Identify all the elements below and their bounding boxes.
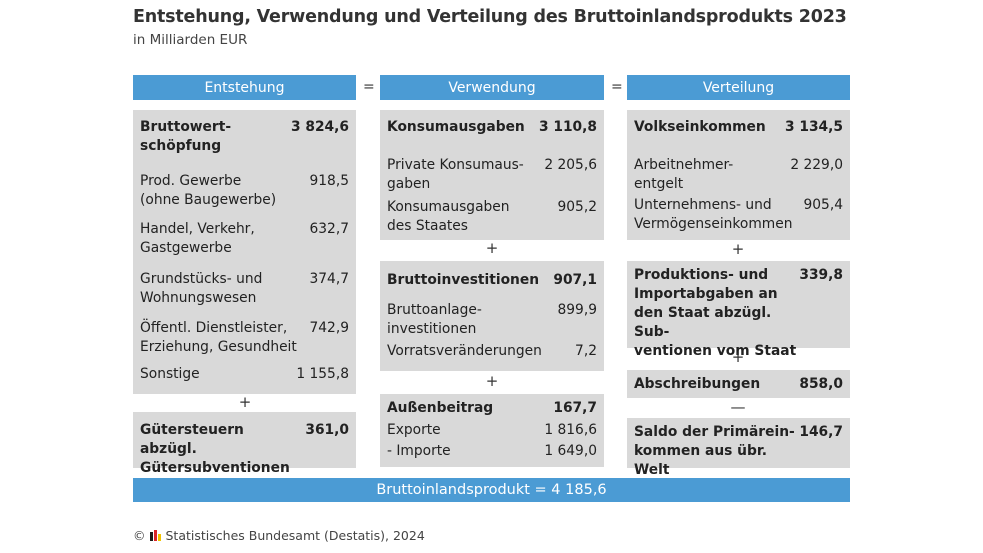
row-value: 899,9 <box>557 302 598 318</box>
footer: © Statistisches Bundesamt (Destatis), 20… <box>133 528 425 543</box>
row-label: Öffentl. Dienstleister, Erziehung, Gesun… <box>140 320 297 355</box>
row-value: 167,7 <box>553 400 597 416</box>
box-guetersteuern: Gütersteuern abzügl. Gütersubventionen 3… <box>133 412 356 476</box>
box-produktionsabgaben: Produktions- und Importabgaben an den St… <box>627 261 850 359</box>
row-value: 1 155,8 <box>296 366 349 382</box>
row-volkseinkommen: Volkseinkommen 3 134,5 <box>634 118 843 137</box>
plus-sign: + <box>485 239 499 257</box>
source-text: Statistisches Bundesamt (Destatis), 2024 <box>165 528 425 543</box>
row-label: Saldo der Primärein- kommen aus übr. Wel… <box>634 424 795 478</box>
row-arbeitnehmerentgelt: Arbeitnehmer- entgelt 2 229,0 <box>634 156 843 194</box>
row-label: - Importe <box>387 443 451 459</box>
equals-sign-1: = <box>363 79 375 95</box>
row-private-konsumausgaben: Private Konsumaus- gaben 2 205,6 <box>387 156 597 194</box>
row-label: Bruttowert- schöpfung <box>140 119 232 154</box>
row-label: Produktions- und Importabgaben an den St… <box>634 267 797 359</box>
row-unternehmenseinkommen: Unternehmens- und Vermögenseinkommen 905… <box>634 196 843 234</box>
row-value: 2 229,0 <box>790 157 843 173</box>
plus-sign: + <box>731 240 745 258</box>
row-value: 907,1 <box>553 272 597 288</box>
row-value: 742,9 <box>309 320 350 336</box>
destatis-logo-icon <box>149 530 162 541</box>
row-value: 374,7 <box>309 271 350 287</box>
equals-sign-2: = <box>611 79 623 95</box>
row-value: 918,5 <box>309 173 350 189</box>
row-importe: - Importe 1 649,0 <box>387 442 597 461</box>
box-volkseinkommen: Volkseinkommen 3 134,5 Arbeitnehmer- ent… <box>627 110 850 240</box>
row-sonstige: Sonstige 1 155,8 <box>140 365 349 384</box>
row-label: Sonstige <box>140 366 200 382</box>
row-oeffentl-dienstleister: Öffentl. Dienstleister, Erziehung, Gesun… <box>140 319 349 357</box>
row-label: Prod. Gewerbe (ohne Baugewerbe) <box>140 173 277 208</box>
row-label: Grundstücks- und Wohnungswesen <box>140 271 263 306</box>
row-value: 632,7 <box>309 221 350 237</box>
row-value: 7,2 <box>575 343 597 359</box>
row-label: Abschreibungen <box>634 376 761 392</box>
plus-sign: + <box>731 348 745 366</box>
row-bruttowertschoepfung: Bruttowert- schöpfung 3 824,6 <box>140 118 349 156</box>
row-label: Gütersteuern abzügl. Gütersubventionen <box>140 422 290 476</box>
row-label: Konsumausgaben <box>387 119 525 135</box>
row-label: Bruttoinvestitionen <box>387 272 540 288</box>
chart-title: Entstehung, Verwendung und Verteilung de… <box>133 7 847 27</box>
header-verteilung: Verteilung <box>627 75 850 100</box>
row-saldo-primaereinkommen: Saldo der Primärein- kommen aus übr. Wel… <box>634 423 843 480</box>
copyright-symbol: © <box>133 528 146 543</box>
box-aussenbeitrag: Außenbeitrag 167,7 Exporte 1 816,6 - Imp… <box>380 394 604 467</box>
row-konsumausgaben-staat: Konsumausgaben des Staates 905,2 <box>387 198 597 236</box>
row-label: Vorratsveränderungen <box>387 343 542 359</box>
row-produktionsabgaben: Produktions- und Importabgaben an den St… <box>634 266 843 361</box>
box-bruttowertschoepfung: Bruttowert- schöpfung 3 824,6 Prod. Gewe… <box>133 110 356 394</box>
box-saldo-primaereinkommen: Saldo der Primärein- kommen aus übr. Wel… <box>627 418 850 478</box>
row-label: Konsumausgaben des Staates <box>387 199 510 234</box>
box-konsumausgaben: Konsumausgaben 3 110,8 Private Konsumaus… <box>380 110 604 240</box>
row-value: 905,4 <box>803 197 844 213</box>
row-value: 1 816,6 <box>544 422 597 438</box>
row-aussenbeitrag: Außenbeitrag 167,7 <box>387 399 597 418</box>
row-guetersteuern: Gütersteuern abzügl. Gütersubventionen 3… <box>140 421 349 478</box>
plus-sign: + <box>238 393 252 411</box>
row-value: 339,8 <box>799 267 843 283</box>
row-abschreibungen: Abschreibungen 858,0 <box>634 375 843 394</box>
row-grundstuecke: Grundstücks- und Wohnungswesen 374,7 <box>140 270 349 308</box>
chart-subtitle: in Milliarden EUR <box>133 32 248 48</box>
row-bruttoanlageinvestitionen: Bruttoanlage- investitionen 899,9 <box>387 301 597 339</box>
row-label: Bruttoanlage- investitionen <box>387 302 482 337</box>
row-value: 858,0 <box>799 376 843 392</box>
row-value: 2 205,6 <box>544 157 597 173</box>
header-entstehung: Entstehung <box>133 75 356 100</box>
row-bruttoinvestitionen: Bruttoinvestitionen 907,1 <box>387 271 597 290</box>
row-exporte: Exporte 1 816,6 <box>387 421 597 440</box>
row-label: Private Konsumaus- gaben <box>387 157 524 192</box>
row-value: 905,2 <box>557 199 598 215</box>
row-label: Arbeitnehmer- entgelt <box>634 157 734 192</box>
box-bruttoinvestitionen: Bruttoinvestitionen 907,1 Bruttoanlage- … <box>380 261 604 371</box>
row-value: 3 110,8 <box>538 119 597 135</box>
row-value: 3 824,6 <box>290 119 349 135</box>
row-vorratsveraenderungen: Vorratsveränderungen 7,2 <box>387 342 597 361</box>
row-label: Handel, Verkehr, Gastgewerbe <box>140 221 255 256</box>
row-value: 146,7 <box>799 424 843 440</box>
row-value: 1 649,0 <box>544 443 597 459</box>
row-label: Volkseinkommen <box>634 119 766 135</box>
row-prod-gewerbe: Prod. Gewerbe (ohne Baugewerbe) 918,5 <box>140 172 349 210</box>
row-label: Exporte <box>387 422 441 438</box>
row-konsumausgaben: Konsumausgaben 3 110,8 <box>387 118 597 137</box>
row-value: 361,0 <box>305 422 349 438</box>
box-abschreibungen: Abschreibungen 858,0 <box>627 370 850 398</box>
header-verwendung: Verwendung <box>380 75 604 100</box>
row-label: Unternehmens- und Vermögenseinkommen <box>634 197 793 232</box>
row-label: Außenbeitrag <box>387 400 494 416</box>
row-value: 3 134,5 <box>784 119 843 135</box>
minus-sign: — <box>730 398 746 416</box>
total-bar: Bruttoinlandsprodukt = 4 185,6 <box>133 478 850 502</box>
plus-sign: + <box>485 372 499 390</box>
row-handel: Handel, Verkehr, Gastgewerbe 632,7 <box>140 220 349 258</box>
